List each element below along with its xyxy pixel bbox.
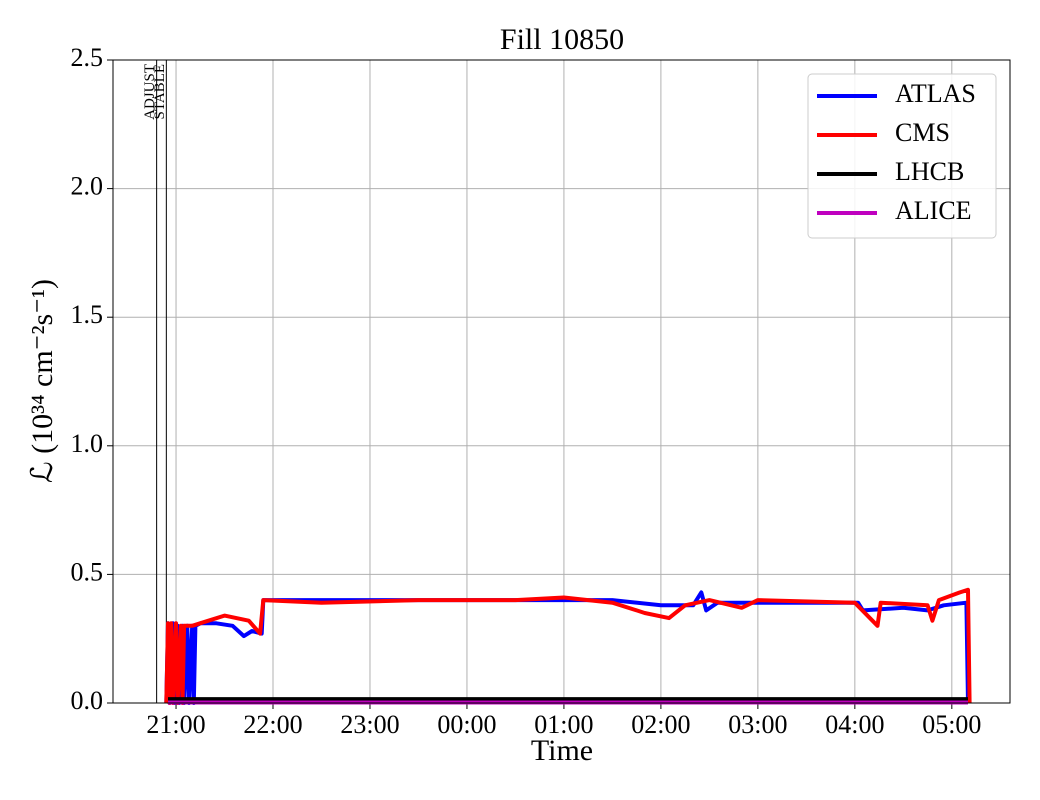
y-tick-label: 2.5 [71,43,104,72]
legend-box [807,73,997,239]
x-tick-label: 04:00 [825,710,884,739]
y-tick-label: 1.5 [71,300,104,329]
x-tick-label: 03:00 [728,710,787,739]
y-tick-label: 1.0 [71,429,104,458]
y-tick-label: 0.0 [71,686,104,715]
x-tick-label: 23:00 [340,710,399,739]
legend-label: ALICE [895,196,972,225]
series-line [164,590,970,705]
series-line [164,587,972,705]
x-tick-label: 00:00 [437,710,496,739]
x-tick-label: 01:00 [534,710,593,739]
annotation-label: ADJUST [142,64,158,120]
y-tick-label: 2.0 [71,172,104,201]
x-tick-label: 22:00 [243,710,302,739]
legend-label: LHCB [895,157,964,186]
y-axis-label: ℒ (10³⁴ cm⁻²s⁻¹) [26,279,59,483]
chart-title: Fill 10850 [500,23,624,56]
legend-label: CMS [895,118,950,147]
x-axis-label: Time [531,734,593,767]
x-tick-label: 02:00 [631,710,690,739]
x-tick-label: 21:00 [146,710,205,739]
annotation-label: STABLE [152,64,168,119]
y-tick-label: 0.5 [71,557,104,586]
x-tick-label: 05:00 [922,710,981,739]
legend-label: ATLAS [895,79,976,108]
axes-frame [112,59,1011,704]
